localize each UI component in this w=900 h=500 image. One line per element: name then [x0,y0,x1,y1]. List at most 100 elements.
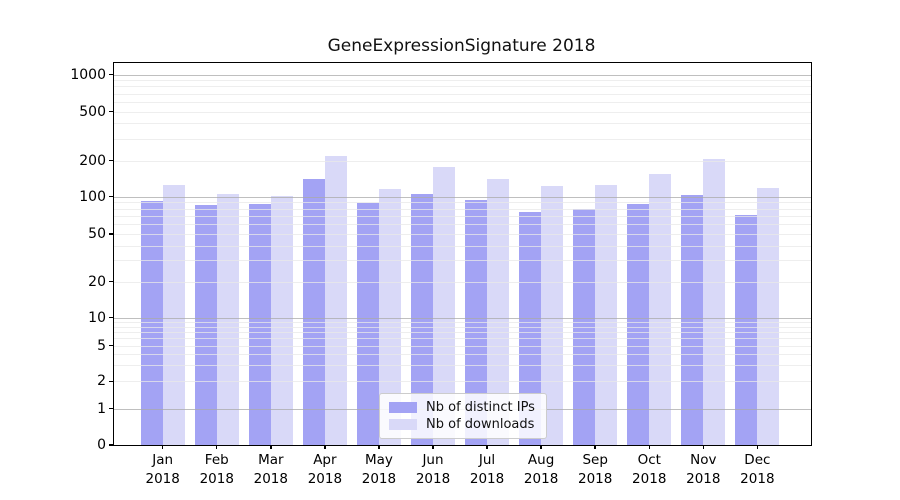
x-tick-mark [162,445,164,449]
legend-item-ips: Nb of distinct IPs [389,399,537,416]
bar-downloads-jan [162,184,185,445]
gridline-minor [114,215,811,217]
x-tick-label: Feb 2018 [199,452,234,487]
bar-downloads-sep [595,185,618,445]
y-tick-mark [109,317,113,319]
gridline-minor [114,381,811,383]
y-tick-label: 500 [79,103,106,120]
y-tick-mark [109,408,113,410]
gridline-minor [114,208,811,210]
y-tick-mark [109,380,113,382]
plot-area: Nb of distinct IPs Nb of downloads 0 1 2 5 1… [70,62,812,487]
y-tick-label: 50 [88,226,106,242]
gridline-minor [114,93,811,95]
legend-swatch-ips [389,402,417,413]
gridline-minor [114,281,811,283]
gridline-minor [114,245,811,247]
bar-ips-dec [735,215,758,445]
gridline-minor [114,234,811,235]
bar-downloads-aug [541,186,564,445]
y-tick-mark [109,280,113,283]
gridline-minor [114,345,811,347]
x-tick-label: Oct 2018 [632,452,667,487]
x-tick-label: Aug 2018 [523,452,559,487]
bar-downloads-apr [324,156,347,445]
x-tick-mark [486,445,488,449]
y-tick-label: 0 [97,437,106,453]
gridline-minor [114,321,811,323]
gridline-minor [114,332,811,333]
x-tick-mark [324,445,326,449]
y-tick-label: 1000 [70,66,106,83]
bar-ips-apr [302,179,325,445]
gridline-minor [114,86,811,88]
legend: Nb of distinct IPs Nb of downloads [379,393,547,439]
y-tick-mark [109,233,113,235]
x-tick-label: Dec 2018 [740,452,775,487]
gridline-minor [114,138,811,140]
legend-label-downloads: Nb of downloads [426,417,535,432]
gridline-minor [114,202,811,204]
y-tick-label: 2 [97,373,106,390]
y-tick-mark [109,110,113,113]
y-tick-mark [109,344,113,347]
y-tick-mark [109,73,113,76]
bar-ips-mar [248,203,271,445]
gridline-minor [114,260,811,262]
gridline-major [114,317,811,319]
legend-label-ips: Nb of distinct IPs [426,400,535,415]
bar-downloads-feb [216,194,239,445]
x-tick-mark [540,445,542,449]
x-tick-label: May 2018 [361,452,397,487]
legend-item-downloads: Nb of downloads [389,416,537,433]
x-tick-mark [594,445,596,449]
bar-downloads-jun [433,166,455,445]
bar-ips-may [356,202,379,445]
bar-downloads-may [378,188,401,445]
x-tick-mark [270,445,272,449]
gridline-major [114,196,811,198]
x-tick-label: Jul 2018 [469,452,505,487]
y-tick-label: 200 [79,152,106,169]
y-tick-mark [109,159,113,162]
gridline-major [114,74,811,76]
gridline-minor [114,111,811,113]
y-tick-label: 10 [88,309,106,326]
gridline-minor [114,80,811,82]
bar-ips-aug [519,212,542,445]
gridline-minor [114,101,811,103]
gridline-minor [114,123,811,125]
x-tick-mark [648,445,650,449]
y-tick-label: 1 [97,400,106,417]
x-tick-label: Apr 2018 [307,452,343,487]
x-tick-label: Sep 2018 [577,452,613,487]
bar-downloads-dec [757,188,780,445]
gridline-minor [114,365,811,367]
y-tick-mark [109,444,113,446]
bar-downloads-oct [649,174,672,445]
y-tick-label: 100 [79,188,106,205]
gridline-minor [114,354,811,356]
gridline-minor [114,338,811,340]
x-tick-mark [756,445,759,449]
x-tick-label: Mar 2018 [253,452,288,487]
x-tick-label: Jun 2018 [415,452,451,487]
y-tick-label: 5 [97,337,106,354]
bar-downloads-mar [270,196,293,445]
gridline-minor [114,326,811,328]
x-tick-mark [378,445,380,449]
gridline-minor [114,160,811,162]
y-tick-label: 20 [88,273,106,290]
y-tick-mark [109,196,113,198]
x-tick-label: Nov 2018 [686,452,721,487]
x-tick-label: Jan 2018 [145,452,180,487]
x-tick-mark [216,445,218,449]
bar-ips-nov [681,194,704,445]
legend-swatch-downloads [389,419,417,430]
x-tick-mark [432,445,434,449]
bar-ips-oct [627,203,650,445]
bar-downloads-nov [703,158,726,445]
x-tick-mark [702,445,704,449]
chart-title: GeneExpressionSignature 2018 [327,36,596,56]
